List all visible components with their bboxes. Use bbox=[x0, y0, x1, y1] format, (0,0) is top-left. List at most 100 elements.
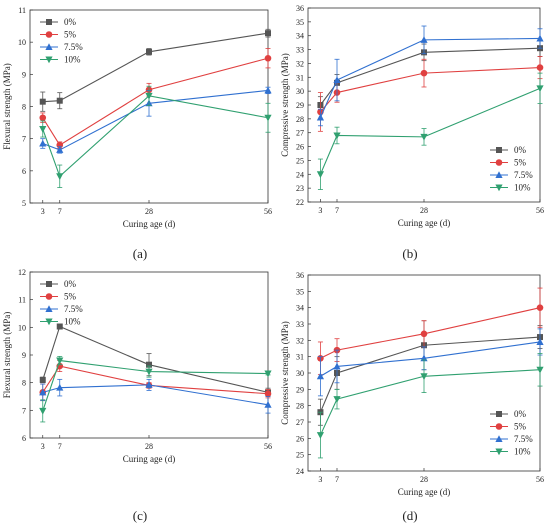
data-point bbox=[39, 139, 47, 147]
data-point bbox=[536, 64, 544, 71]
y-tick-label: 26 bbox=[296, 143, 304, 152]
legend-marker bbox=[496, 411, 502, 417]
y-tick-label: 35 bbox=[296, 287, 304, 296]
y-tick-label: 6 bbox=[22, 167, 26, 176]
y-axis-label: Compressive strength (MPa) bbox=[280, 53, 290, 157]
legend-marker bbox=[45, 56, 53, 64]
y-tick-label: 31 bbox=[296, 353, 304, 362]
series-line bbox=[319, 369, 541, 436]
series-line bbox=[319, 87, 541, 175]
legend-marker bbox=[45, 318, 53, 326]
series-line bbox=[42, 359, 269, 412]
data-point bbox=[536, 34, 544, 42]
x-tick-label: 28 bbox=[420, 206, 428, 215]
data-point bbox=[420, 133, 428, 141]
data-point bbox=[39, 376, 46, 383]
legend-label: 7.5% bbox=[514, 170, 533, 180]
legend-marker bbox=[495, 184, 503, 192]
series bbox=[316, 72, 544, 190]
panel-label: (b) bbox=[402, 246, 417, 261]
legend-label: 0% bbox=[64, 17, 77, 27]
y-tick-label: 10 bbox=[18, 38, 26, 47]
y-tick-label: 9 bbox=[22, 351, 26, 360]
data-point bbox=[316, 113, 325, 121]
y-tick-label: 36 bbox=[296, 4, 304, 13]
legend-marker bbox=[495, 171, 503, 178]
legend-label: 10% bbox=[514, 183, 531, 193]
y-tick-label: 24 bbox=[296, 170, 304, 179]
data-point bbox=[145, 92, 153, 100]
x-tick-label: 7 bbox=[335, 475, 339, 484]
panel-label: (a) bbox=[133, 246, 147, 261]
y-tick-label: 30 bbox=[296, 369, 304, 378]
y-tick-label: 36 bbox=[296, 271, 304, 280]
legend-marker bbox=[45, 31, 53, 38]
series bbox=[39, 28, 271, 112]
y-tick-label: 33 bbox=[296, 320, 304, 329]
x-tick-label: 56 bbox=[264, 442, 272, 451]
y-tick-label: 27 bbox=[296, 129, 304, 138]
y-tick-label: 10 bbox=[18, 323, 26, 332]
x-tick-label: 56 bbox=[536, 206, 544, 215]
series-line bbox=[42, 57, 269, 146]
series bbox=[39, 85, 272, 188]
y-tick-label: 7 bbox=[22, 406, 26, 415]
y-tick-label: 34 bbox=[296, 32, 304, 41]
y-tick-label: 30 bbox=[296, 87, 304, 96]
y-tick-label: 23 bbox=[296, 184, 304, 193]
data-point bbox=[333, 76, 341, 84]
data-point bbox=[56, 323, 63, 330]
y-tick-label: 12 bbox=[18, 268, 26, 277]
panel-label: (c) bbox=[133, 508, 147, 523]
legend-label: 10% bbox=[64, 317, 81, 327]
y-tick-label: 22 bbox=[296, 198, 304, 207]
legend-label: 5% bbox=[64, 292, 77, 302]
data-point bbox=[333, 362, 341, 370]
x-tick-label: 7 bbox=[58, 442, 62, 451]
data-point bbox=[145, 381, 153, 388]
data-point bbox=[264, 390, 272, 398]
x-tick-label: 3 bbox=[41, 207, 45, 216]
data-point bbox=[420, 330, 428, 338]
legend-marker bbox=[496, 147, 502, 153]
legend: 0% 5% 7.5% 10% bbox=[490, 145, 533, 193]
y-tick-label: 8 bbox=[22, 103, 26, 112]
y-tick-label: 11 bbox=[18, 6, 26, 15]
data-point bbox=[316, 432, 325, 439]
data-point bbox=[333, 132, 341, 140]
legend-marker bbox=[495, 435, 503, 442]
series bbox=[317, 39, 543, 114]
series bbox=[317, 320, 543, 426]
y-tick-label: 24 bbox=[296, 467, 304, 476]
data-point bbox=[56, 357, 64, 365]
legend-marker bbox=[45, 305, 53, 312]
legend-label: 5% bbox=[514, 422, 527, 432]
x-tick-label: 3 bbox=[318, 475, 322, 484]
series-line bbox=[42, 365, 269, 395]
y-tick-label: 28 bbox=[296, 115, 304, 124]
x-tick-label: 56 bbox=[536, 475, 544, 484]
y-tick-label: 25 bbox=[296, 451, 304, 460]
legend-label: 0% bbox=[64, 279, 77, 289]
y-tick-label: 5 bbox=[22, 199, 26, 208]
legend: 0% 5% 7.5% 10% bbox=[490, 409, 533, 457]
y-tick-label: 7 bbox=[22, 135, 26, 144]
series-line bbox=[42, 95, 269, 178]
data-point bbox=[265, 30, 271, 37]
data-point bbox=[146, 361, 152, 368]
y-axis-label: Compressive strength (MPa) bbox=[280, 321, 290, 425]
y-tick-label: 27 bbox=[296, 418, 304, 427]
data-point bbox=[56, 173, 64, 181]
data-point bbox=[146, 48, 152, 55]
data-point bbox=[264, 54, 272, 62]
series bbox=[316, 25, 544, 127]
legend-label: 0% bbox=[514, 145, 527, 155]
series-line bbox=[42, 384, 269, 406]
y-tick-label: 9 bbox=[22, 70, 26, 79]
legend-label: 10% bbox=[64, 55, 81, 65]
series-line bbox=[319, 336, 541, 413]
data-point bbox=[264, 401, 272, 408]
